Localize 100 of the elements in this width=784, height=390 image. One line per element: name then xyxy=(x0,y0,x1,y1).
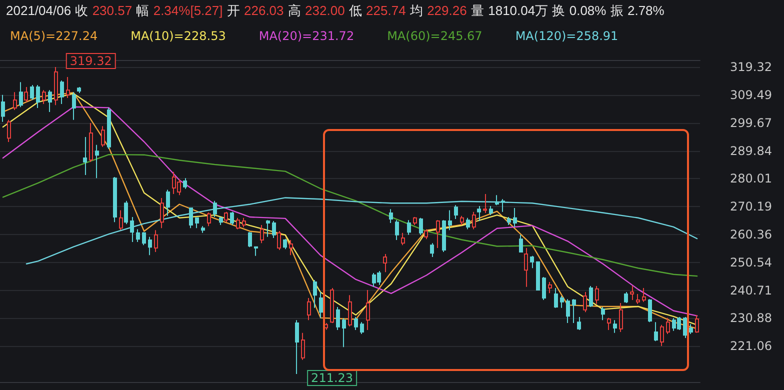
candlestick xyxy=(413,216,417,226)
candlestick xyxy=(7,119,11,143)
candlestick xyxy=(407,220,411,236)
candlestick xyxy=(130,216,134,243)
candlestick xyxy=(642,288,646,302)
candlestick xyxy=(501,198,505,212)
candlestick xyxy=(566,298,570,324)
candlestick xyxy=(148,236,152,256)
candlestick xyxy=(636,293,640,304)
candlestick xyxy=(395,220,399,241)
candlestick xyxy=(607,317,611,331)
candlestick xyxy=(383,253,387,273)
candlestick xyxy=(666,317,670,335)
candlestick xyxy=(54,66,58,106)
candlestick xyxy=(519,234,523,252)
candlestick xyxy=(295,320,299,374)
candlestick xyxy=(195,217,199,229)
candlestick xyxy=(542,276,546,300)
candlestick xyxy=(524,247,528,288)
candlestick xyxy=(689,324,693,335)
annotation: 319.32 xyxy=(70,54,112,68)
candlestick xyxy=(483,194,487,214)
candlestick xyxy=(630,286,634,300)
y-tick-label: 260.36 xyxy=(730,227,772,242)
candlestick xyxy=(583,291,587,313)
candlestick xyxy=(248,232,252,248)
candlestick xyxy=(189,207,193,229)
candlestick xyxy=(83,136,87,176)
y-tick-label: 309.49 xyxy=(730,88,772,102)
line-series xyxy=(26,197,698,264)
candlestick xyxy=(595,286,599,304)
text: MA(5)=227.24 xyxy=(10,29,98,43)
candlestick xyxy=(89,122,93,162)
candlestick xyxy=(72,92,76,120)
candlestick xyxy=(424,228,428,240)
candlestick xyxy=(460,215,464,226)
candlestick xyxy=(477,205,481,222)
candlestick xyxy=(36,84,40,108)
candlestick xyxy=(495,194,499,206)
candlestick xyxy=(42,90,46,105)
candlestick xyxy=(60,80,64,105)
candlestick xyxy=(254,246,258,256)
candlestick xyxy=(466,217,470,230)
candlestick xyxy=(613,320,617,334)
candlestick xyxy=(124,200,128,225)
candlestick xyxy=(142,232,146,246)
line-series xyxy=(2,154,698,277)
candlestick xyxy=(572,298,576,324)
candlestick xyxy=(136,228,140,243)
candlestick xyxy=(472,211,476,230)
candlestick xyxy=(160,198,164,229)
text: MA(20)=231.72 xyxy=(258,29,354,43)
candlestick xyxy=(554,288,558,308)
candlestick xyxy=(695,314,699,334)
candlestick xyxy=(619,302,623,333)
text: MA(60)=245.67 xyxy=(387,29,482,43)
candlestick xyxy=(348,294,352,327)
candlestick xyxy=(448,210,452,231)
candlestick xyxy=(77,86,81,94)
candlestick xyxy=(560,295,564,308)
candlestick xyxy=(166,189,170,216)
candlestick xyxy=(30,84,34,101)
candlestick xyxy=(589,286,593,308)
candlestick xyxy=(536,261,540,290)
candlestick xyxy=(219,216,223,226)
candlestick xyxy=(107,107,111,150)
candlestick xyxy=(207,212,211,227)
candlestick xyxy=(313,280,317,308)
text: MA(120)=258.91 xyxy=(515,29,618,43)
candlestick xyxy=(507,216,511,226)
candlestick xyxy=(266,220,270,238)
candlestick xyxy=(301,332,305,360)
candlestick xyxy=(401,232,405,246)
candlestick xyxy=(660,324,664,346)
candlestick xyxy=(13,92,17,110)
text: 2021/04/06 收 230.57 幅 2.34%[5.27] 开 226.03 高 232.00 低 225.74 均 229.26 量 1810.04万 换 0.08% 振 2.78% xyxy=(6,3,664,18)
candlestick xyxy=(260,224,264,244)
candlestick xyxy=(119,210,123,231)
candlestick xyxy=(683,316,687,338)
candlestick xyxy=(1,94,5,122)
candlestick xyxy=(224,211,228,223)
y-tick-label: 230.88 xyxy=(730,311,772,326)
candlestick xyxy=(436,220,440,248)
candlestick xyxy=(389,208,393,224)
candlestick xyxy=(360,322,364,335)
candlestick xyxy=(113,176,117,223)
y-tick-label: 221.06 xyxy=(730,339,772,354)
candlestick xyxy=(601,306,605,321)
text: MA(10)=228.53 xyxy=(130,29,226,43)
y-tick-label: 240.71 xyxy=(730,283,772,298)
candlestick xyxy=(289,240,293,256)
candlestick xyxy=(95,144,99,179)
candlestick xyxy=(230,211,234,226)
y-tick-label: 289.84 xyxy=(730,144,772,158)
candlestick xyxy=(330,288,334,324)
candlestick xyxy=(319,291,323,319)
candlestick xyxy=(66,76,70,99)
candlestick xyxy=(513,207,517,228)
candlestick xyxy=(648,298,652,323)
annotation: 211.23 xyxy=(311,370,354,385)
